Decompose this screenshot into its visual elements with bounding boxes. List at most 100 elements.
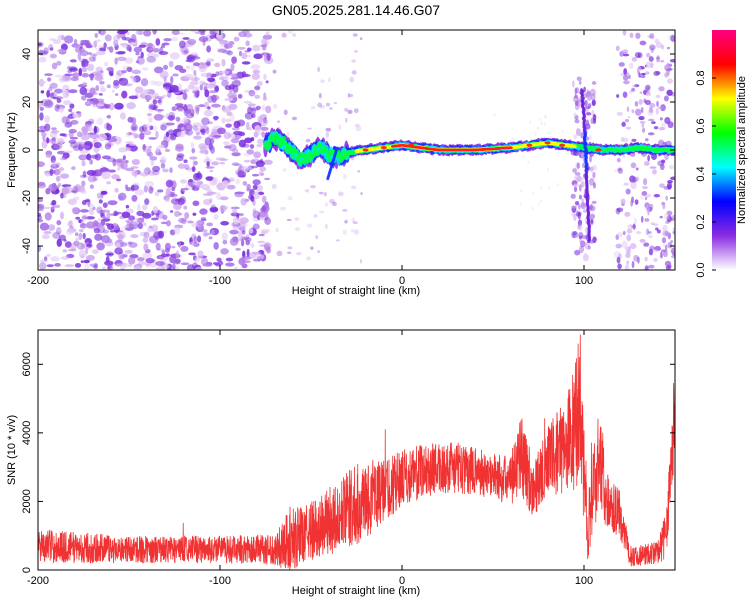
heatmap-cell bbox=[645, 84, 651, 91]
heatmap-cell bbox=[263, 92, 267, 99]
heatmap-cell bbox=[631, 84, 637, 88]
heatmap-cell bbox=[276, 136, 281, 142]
heatmap-cell bbox=[341, 208, 348, 212]
heatmap-cell bbox=[547, 186, 550, 190]
heatmap-cell bbox=[658, 126, 666, 131]
heatmap-cell bbox=[48, 183, 58, 192]
heatmap-cell bbox=[115, 51, 125, 55]
heatmap-cell bbox=[146, 98, 150, 103]
heatmap-cell bbox=[123, 37, 132, 41]
heatmap-cell bbox=[252, 179, 261, 186]
heatmap-cell bbox=[90, 77, 94, 81]
heatmap-cell bbox=[133, 133, 138, 139]
heatmap-cell bbox=[121, 90, 128, 99]
heatmap-cell bbox=[653, 257, 658, 263]
heatmap-cell bbox=[295, 227, 300, 232]
heatmap-cell bbox=[241, 229, 246, 235]
heatmap-cell bbox=[176, 131, 186, 138]
heatmap-cell bbox=[576, 76, 582, 82]
heatmap-cell bbox=[352, 33, 358, 37]
heatmap-cell bbox=[210, 207, 218, 212]
heatmap-cell bbox=[157, 230, 165, 239]
heatmap-cell bbox=[57, 137, 65, 145]
heatmap-cell bbox=[139, 132, 145, 140]
heatmap-cell bbox=[651, 121, 656, 125]
heatmap-cell bbox=[353, 229, 360, 235]
heatmap-cell bbox=[208, 236, 213, 240]
heatmap-cell bbox=[248, 126, 252, 130]
heatmap-cell bbox=[544, 141, 551, 145]
heatmap-cell bbox=[237, 46, 246, 50]
heatmap-cell bbox=[252, 223, 260, 230]
heatmap-cell bbox=[106, 67, 114, 72]
heatmap-cell bbox=[191, 85, 200, 92]
heatmap-cell bbox=[133, 217, 139, 222]
heatmap-cell bbox=[579, 184, 582, 192]
heatmap-cell bbox=[247, 165, 254, 170]
heatmap-cell bbox=[162, 81, 172, 89]
heatmap-cell bbox=[629, 175, 636, 183]
heatmap-cell bbox=[613, 251, 621, 258]
colorbar-tick-label: 0.6 bbox=[695, 118, 707, 133]
heatmap-cell bbox=[298, 160, 303, 166]
heatmap-cell bbox=[344, 107, 349, 112]
heatmap-cell bbox=[59, 211, 65, 220]
heatmap-cell bbox=[637, 66, 642, 72]
heatmap-cell bbox=[137, 261, 146, 266]
heatmap-cell bbox=[571, 231, 576, 239]
heatmap-cell bbox=[160, 162, 166, 169]
heatmap-cell bbox=[310, 246, 314, 250]
heatmap-cell bbox=[125, 167, 135, 172]
heatmap-cell bbox=[147, 225, 153, 233]
heatmap-cell bbox=[232, 223, 240, 231]
heatmap-cell bbox=[240, 198, 247, 206]
heatmap-cell bbox=[59, 75, 66, 83]
heatmap-cell bbox=[670, 240, 674, 243]
heatmap-cell bbox=[116, 231, 126, 240]
heatmap-cell bbox=[261, 195, 267, 203]
heatmap-cell bbox=[101, 155, 111, 160]
heatmap-cell bbox=[130, 123, 138, 132]
colorbar-tick-label: 0.4 bbox=[695, 166, 707, 181]
colorbar-label: Normalized spectral amplitude bbox=[736, 76, 748, 224]
heatmap-cell bbox=[118, 147, 128, 153]
heatmap-cell bbox=[148, 103, 154, 109]
heatmap-cell bbox=[142, 237, 149, 243]
heatmap-cell bbox=[574, 171, 581, 176]
colorbar-tick-label: 0.8 bbox=[695, 70, 707, 85]
heatmap-cell bbox=[187, 55, 194, 62]
heatmap-cell bbox=[305, 138, 311, 143]
heatmap-cell bbox=[534, 132, 537, 136]
heatmap-cell bbox=[211, 94, 217, 103]
heatmap-cell bbox=[639, 75, 646, 79]
heatmap-cell bbox=[88, 203, 95, 211]
heatmap-cell bbox=[636, 256, 640, 264]
heatmap-cell bbox=[55, 175, 61, 182]
heatmap-cell bbox=[588, 177, 595, 186]
heatmap-cell bbox=[244, 237, 252, 242]
heatmap-cell bbox=[629, 32, 634, 39]
heatmap-cell bbox=[627, 116, 631, 119]
heatmap-cell bbox=[570, 193, 576, 199]
heatmap-cell bbox=[147, 42, 154, 48]
heatmap-cell bbox=[85, 124, 93, 132]
heatmap-cell bbox=[199, 80, 206, 85]
heatmap-cell bbox=[108, 102, 115, 111]
heatmap-cell bbox=[97, 133, 107, 142]
heatmap-cell bbox=[617, 263, 622, 270]
heatmap-cell bbox=[43, 100, 54, 109]
heatmap-cell bbox=[229, 177, 235, 180]
heatmap-cell bbox=[219, 161, 226, 165]
heatmap-cell bbox=[143, 243, 149, 251]
heatmap-cell bbox=[636, 55, 641, 59]
heatmap-cell bbox=[193, 177, 201, 182]
heatmap-cell bbox=[232, 216, 240, 225]
heatmap-cell bbox=[39, 112, 44, 121]
heatmap-cell bbox=[648, 106, 653, 113]
heatmap-cell bbox=[648, 56, 654, 62]
heatmap-cell bbox=[97, 45, 105, 48]
heatmap-cell bbox=[591, 99, 596, 106]
heatmap-cell bbox=[74, 46, 85, 54]
heatmap-cell bbox=[131, 221, 137, 225]
heatmap-cell bbox=[282, 168, 287, 172]
